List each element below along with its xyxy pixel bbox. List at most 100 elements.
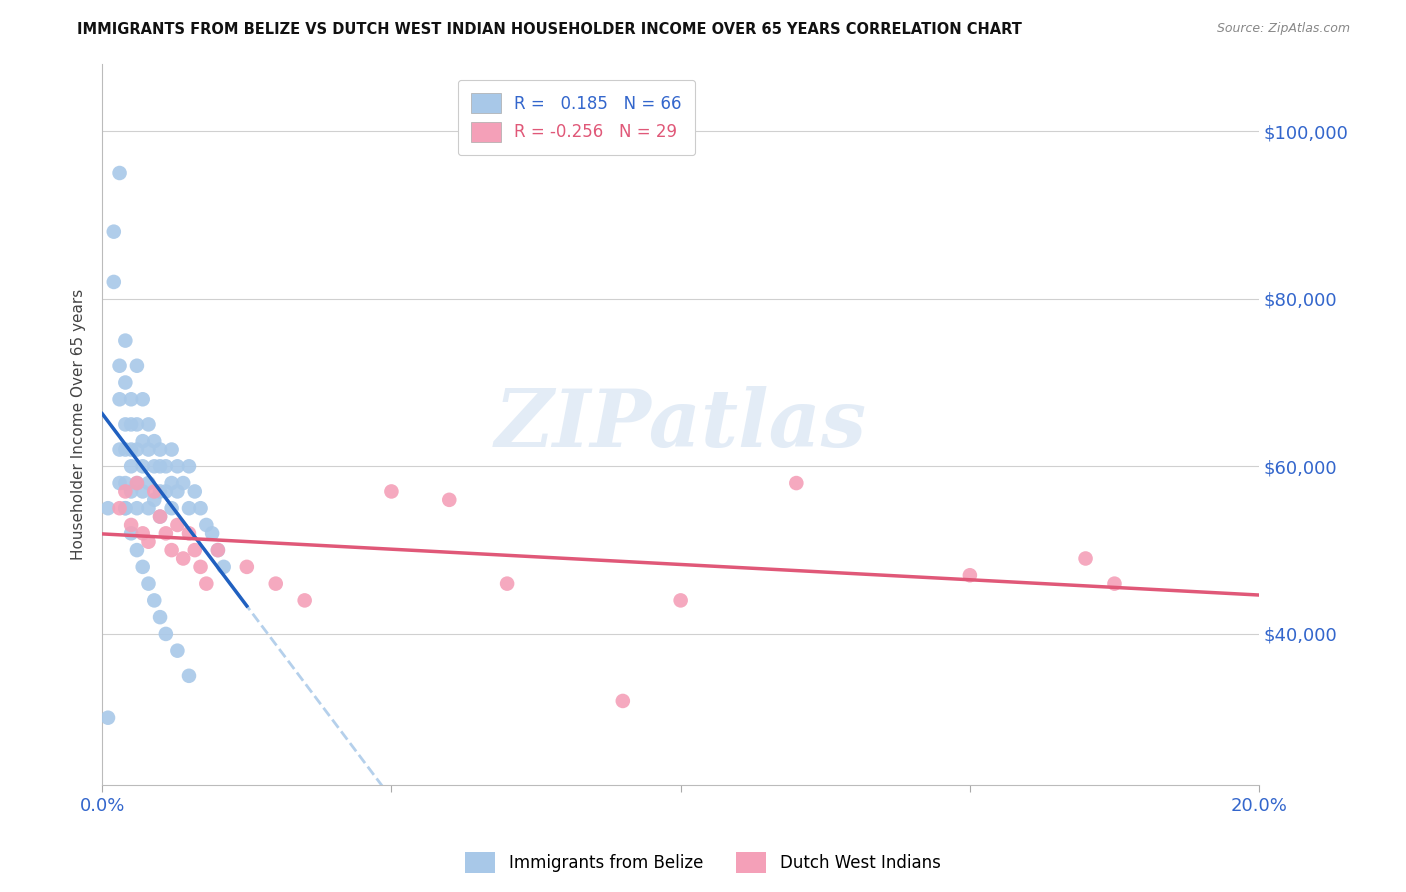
Point <box>669 593 692 607</box>
Point <box>120 417 142 432</box>
Text: IMMIGRANTS FROM BELIZE VS DUTCH WEST INDIAN HOUSEHOLDER INCOME OVER 65 YEARS COR: IMMIGRANTS FROM BELIZE VS DUTCH WEST IND… <box>77 22 1022 37</box>
Point <box>120 442 142 457</box>
Point <box>114 376 136 390</box>
Point <box>114 501 136 516</box>
Point <box>125 543 148 558</box>
Text: ZIPatlas: ZIPatlas <box>495 385 866 463</box>
Point <box>108 501 131 516</box>
Point <box>143 492 166 507</box>
Point <box>138 476 160 491</box>
Legend: R =   0.185   N = 66, R = -0.256   N = 29: R = 0.185 N = 66, R = -0.256 N = 29 <box>457 79 695 155</box>
Point <box>131 434 153 449</box>
Point <box>155 627 177 641</box>
Point <box>155 484 177 499</box>
Point <box>120 484 142 499</box>
Point <box>1074 551 1097 566</box>
Point <box>138 501 160 516</box>
Point <box>380 484 402 499</box>
Point <box>264 576 287 591</box>
Point <box>125 359 148 373</box>
Point <box>120 518 142 533</box>
Point <box>97 711 120 725</box>
Point <box>114 417 136 432</box>
Point <box>155 459 177 474</box>
Text: Source: ZipAtlas.com: Source: ZipAtlas.com <box>1216 22 1350 36</box>
Y-axis label: Householder Income Over 65 years: Householder Income Over 65 years <box>72 289 86 560</box>
Point <box>212 560 235 574</box>
Point <box>131 560 153 574</box>
Point <box>125 476 148 491</box>
Point <box>195 518 218 533</box>
Point <box>103 225 125 239</box>
Point <box>439 492 461 507</box>
Point <box>959 568 981 582</box>
Point <box>125 501 148 516</box>
Point <box>114 476 136 491</box>
Point <box>114 501 136 516</box>
Point <box>97 501 120 516</box>
Point <box>201 526 224 541</box>
Point <box>143 484 166 499</box>
Point <box>131 459 153 474</box>
Point <box>612 694 634 708</box>
Point <box>108 166 131 180</box>
Point <box>166 518 188 533</box>
Point <box>160 442 183 457</box>
Point <box>149 610 172 624</box>
Point <box>160 543 183 558</box>
Point <box>114 334 136 348</box>
Point <box>207 543 229 558</box>
Point <box>143 434 166 449</box>
Point <box>149 509 172 524</box>
Point <box>160 501 183 516</box>
Point <box>131 392 153 407</box>
Point <box>108 392 131 407</box>
Point <box>177 501 200 516</box>
Point <box>149 442 172 457</box>
Point <box>125 442 148 457</box>
Point <box>190 501 212 516</box>
Point <box>184 543 207 558</box>
Point <box>166 643 188 657</box>
Point <box>172 551 194 566</box>
Point <box>785 476 807 491</box>
Point <box>172 476 194 491</box>
Point <box>120 459 142 474</box>
Point <box>143 459 166 474</box>
Point <box>120 526 142 541</box>
Point <box>160 476 183 491</box>
Point <box>294 593 316 607</box>
Point <box>177 669 200 683</box>
Point <box>108 476 131 491</box>
Point <box>131 526 153 541</box>
Point <box>138 442 160 457</box>
Point <box>184 484 207 499</box>
Point <box>195 576 218 591</box>
Point <box>236 560 259 574</box>
Point <box>138 576 160 591</box>
Point <box>177 459 200 474</box>
Point <box>190 560 212 574</box>
Point <box>103 275 125 289</box>
Point <box>166 459 188 474</box>
Point <box>149 459 172 474</box>
Point <box>166 484 188 499</box>
Point <box>120 392 142 407</box>
Point <box>138 534 160 549</box>
Point <box>177 526 200 541</box>
Point <box>108 442 131 457</box>
Point <box>496 576 519 591</box>
Point <box>1104 576 1126 591</box>
Point <box>108 359 131 373</box>
Point <box>207 543 229 558</box>
Point <box>149 509 172 524</box>
Point <box>131 484 153 499</box>
Point <box>149 484 172 499</box>
Point <box>155 526 177 541</box>
Point <box>114 484 136 499</box>
Legend: Immigrants from Belize, Dutch West Indians: Immigrants from Belize, Dutch West India… <box>458 846 948 880</box>
Point <box>125 417 148 432</box>
Point <box>125 476 148 491</box>
Point <box>143 593 166 607</box>
Point <box>138 417 160 432</box>
